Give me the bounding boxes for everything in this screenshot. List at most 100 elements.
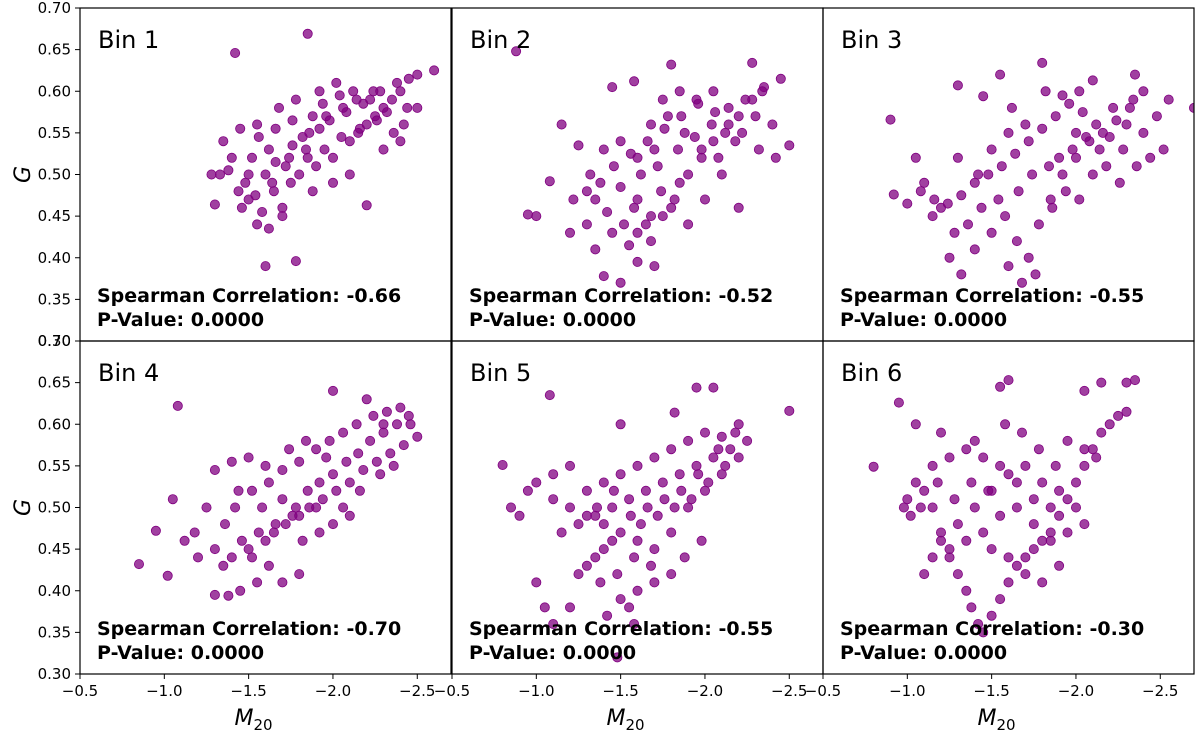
data-point xyxy=(725,444,736,455)
data-point xyxy=(375,469,386,480)
data-point xyxy=(368,86,379,97)
data-point xyxy=(1158,144,1169,155)
data-point xyxy=(978,452,989,463)
data-point xyxy=(179,535,190,546)
data-point xyxy=(497,459,508,470)
data-point xyxy=(201,502,212,513)
data-point xyxy=(944,252,955,263)
data-point xyxy=(750,111,761,122)
data-point xyxy=(632,227,643,238)
data-point xyxy=(995,69,1006,80)
x-tick-label: −2.0 xyxy=(687,682,723,700)
data-point xyxy=(929,194,940,205)
data-point xyxy=(284,444,295,455)
data-point xyxy=(223,590,234,601)
data-point xyxy=(723,119,734,130)
data-point xyxy=(1045,194,1056,205)
data-point xyxy=(1030,269,1041,280)
data-point xyxy=(338,102,349,113)
data-point xyxy=(1028,519,1039,530)
data-point xyxy=(294,569,305,580)
data-point xyxy=(240,177,251,188)
data-point xyxy=(910,419,921,430)
data-point xyxy=(548,469,559,480)
data-point xyxy=(235,123,246,134)
data-point xyxy=(730,427,741,438)
data-point xyxy=(539,602,550,613)
data-point xyxy=(297,535,308,546)
data-point xyxy=(983,485,994,496)
data-point xyxy=(133,559,144,570)
y-tick-label: 0.70 xyxy=(38,0,71,17)
data-point xyxy=(354,123,365,134)
data-point xyxy=(371,456,382,467)
data-point xyxy=(905,510,916,521)
data-point xyxy=(1074,194,1085,205)
data-point xyxy=(522,209,533,220)
data-point xyxy=(686,494,697,505)
data-point xyxy=(209,199,220,210)
data-point xyxy=(1013,186,1024,197)
data-point xyxy=(290,256,301,267)
data-point xyxy=(246,552,257,563)
y-tick-label: 0.50 xyxy=(38,499,71,517)
data-point xyxy=(317,494,328,505)
data-point xyxy=(351,419,362,430)
data-point xyxy=(226,456,237,467)
data-point xyxy=(615,594,626,605)
data-point xyxy=(1104,131,1115,142)
data-point xyxy=(952,569,963,580)
data-point xyxy=(243,452,254,463)
x-tick-label: −1.0 xyxy=(146,682,182,700)
x-tick-label: −1.5 xyxy=(973,682,1009,700)
points-bin-1 xyxy=(206,28,440,272)
data-point xyxy=(676,485,687,496)
data-point xyxy=(635,519,646,530)
data-point xyxy=(625,510,636,521)
data-point xyxy=(321,111,332,122)
data-point xyxy=(398,119,409,130)
data-point xyxy=(378,419,389,430)
data-point xyxy=(311,161,322,172)
data-point xyxy=(966,477,977,488)
data-point xyxy=(708,382,719,393)
data-point xyxy=(361,394,372,405)
data-point xyxy=(260,261,271,272)
data-point xyxy=(277,494,288,505)
x-tick-label: −2.5 xyxy=(399,682,435,700)
data-point xyxy=(936,535,947,546)
y-axis-label: G xyxy=(11,166,36,183)
data-point xyxy=(936,527,947,538)
data-point xyxy=(669,194,680,205)
data-point xyxy=(257,206,268,217)
data-point xyxy=(642,502,653,513)
data-point xyxy=(942,198,953,209)
data-point xyxy=(1011,502,1022,513)
data-point xyxy=(956,190,967,201)
data-point xyxy=(632,585,643,596)
data-point xyxy=(243,169,254,180)
data-point xyxy=(1094,144,1105,155)
data-point xyxy=(608,161,619,172)
data-point xyxy=(1067,144,1078,155)
data-point xyxy=(612,652,623,663)
data-point xyxy=(280,161,291,172)
data-point xyxy=(544,390,555,401)
data-point xyxy=(716,469,727,480)
data-point xyxy=(314,477,325,488)
data-point xyxy=(696,144,707,155)
data-point xyxy=(679,127,690,138)
data-point xyxy=(976,202,987,213)
y-tick-label: 0.65 xyxy=(38,41,71,59)
data-point xyxy=(902,198,913,209)
pvalue-text: P-Value: 0.0000 xyxy=(97,642,264,664)
data-point xyxy=(544,176,555,187)
data-point xyxy=(581,186,592,197)
panel-bin-3: Bin 3 Spearman Correlation: -0.55P-Value:… xyxy=(822,7,1195,342)
data-point xyxy=(973,169,984,180)
data-point xyxy=(1111,115,1122,126)
data-point xyxy=(608,485,619,496)
data-point xyxy=(331,485,342,496)
data-point xyxy=(354,485,365,496)
data-point xyxy=(1130,375,1141,386)
